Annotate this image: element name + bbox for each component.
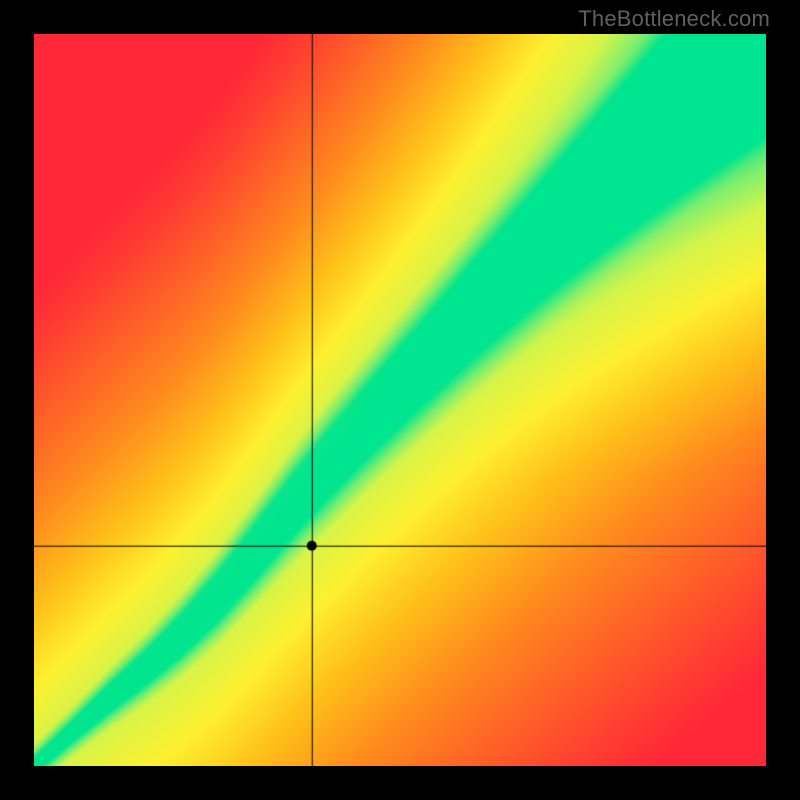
chart-container: TheBottleneck.com <box>0 0 800 800</box>
heatmap-canvas <box>34 34 766 766</box>
watermark-text: TheBottleneck.com <box>578 6 770 32</box>
